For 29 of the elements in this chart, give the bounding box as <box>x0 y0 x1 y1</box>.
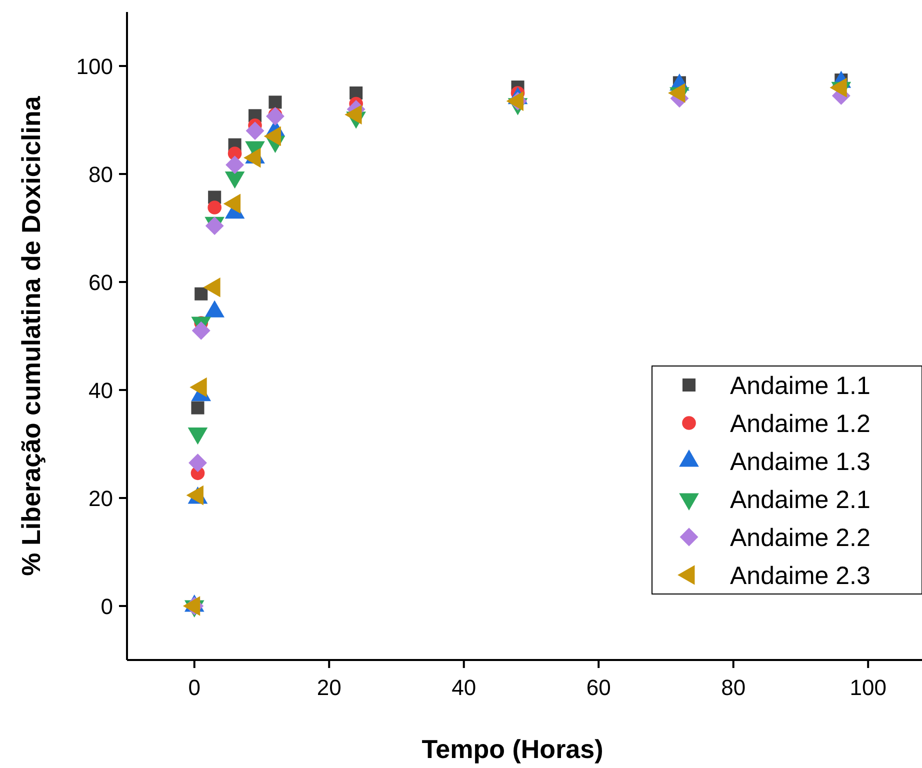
x-tick-label: 80 <box>721 675 746 700</box>
y-tick-label: 100 <box>76 54 113 79</box>
x-tick-label: 60 <box>586 675 611 700</box>
legend-label: Andaime 2.3 <box>730 562 870 590</box>
point <box>266 107 284 126</box>
y-tick-label: 60 <box>88 270 113 295</box>
y-tick-label: 80 <box>88 162 113 187</box>
legend-label: Andaime 1.2 <box>730 410 870 438</box>
y-axis-title: % Liberação cumulatina de Doxiciclina <box>16 96 46 576</box>
point <box>268 96 282 109</box>
x-tick-label: 40 <box>452 675 476 700</box>
point <box>188 454 207 472</box>
point <box>208 200 222 214</box>
point <box>191 401 204 414</box>
y-tick-label: 20 <box>88 486 113 511</box>
x-tick-label: 20 <box>316 675 342 700</box>
point <box>226 156 244 174</box>
x-tick-label: 100 <box>850 675 886 700</box>
x-axis-title: Tempo (Horas) <box>422 734 604 764</box>
legend-label: Andaime 2.2 <box>730 524 870 552</box>
point <box>192 321 210 340</box>
point <box>246 122 264 140</box>
y-tick-label: 0 <box>100 594 113 619</box>
legend-label: Andaime 1.1 <box>730 372 870 400</box>
legend-label: Andaime 2.1 <box>730 486 870 514</box>
legend-label: Andaime 1.3 <box>730 448 870 476</box>
point <box>194 287 208 300</box>
y-tick-label: 40 <box>88 378 113 403</box>
x-tick-label: 0 <box>188 675 200 700</box>
